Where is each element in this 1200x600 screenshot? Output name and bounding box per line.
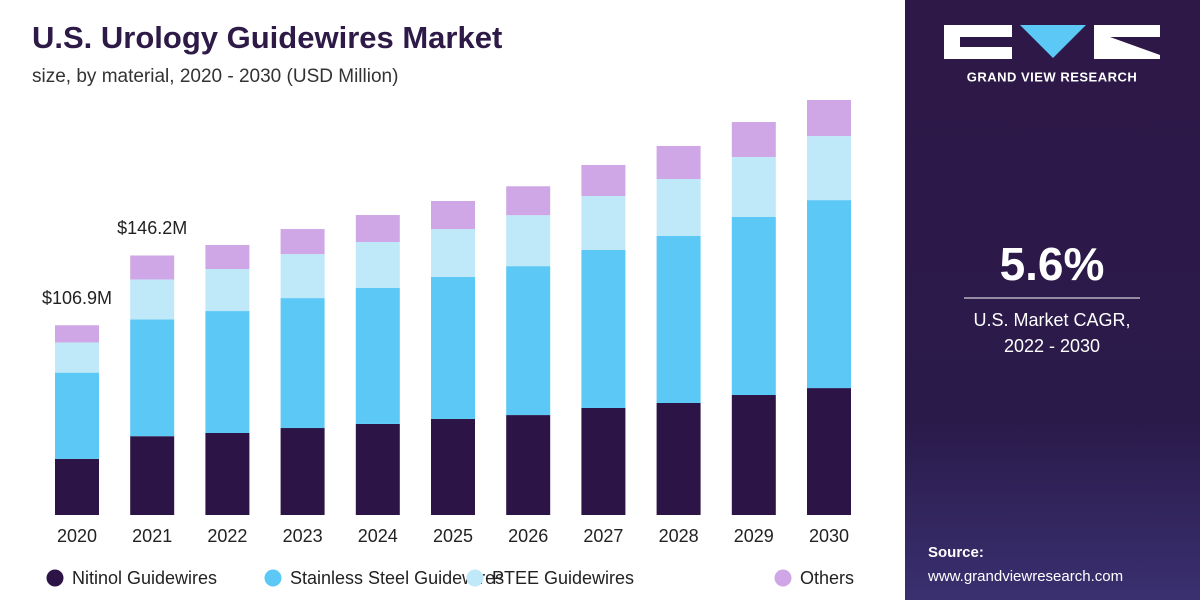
cagr-value: 5.6% [1000,238,1105,290]
bar-segment [130,279,175,320]
legend-label: Others [800,568,854,588]
bar-segment [431,200,475,230]
bar-segment [355,215,400,243]
legend-label: Nitinol Guidewires [72,568,217,588]
bar-segment [205,432,250,515]
x-tick-label: 2028 [659,526,699,546]
bar-segment [280,229,325,255]
bar-segment [581,407,626,515]
bar-segment [205,268,250,312]
bar-segment [280,298,325,429]
bar-segment [581,249,626,408]
chart-subtitle: size, by material, 2020 - 2030 (USD Mill… [32,66,398,87]
bar-segment [280,254,325,299]
bar-segment [506,186,551,216]
bar-segment [506,266,551,416]
bar-segment [656,402,701,515]
cagr-label: U.S. Market CAGR, [973,310,1130,330]
bar-segment [55,342,99,373]
chart-title: U.S. Urology Guidewires Market [32,20,502,55]
x-tick-label: 2020 [57,526,97,546]
bar-segment [55,325,99,343]
legend-swatch [264,569,282,587]
bar-segment [506,215,551,267]
bar-segment [807,100,851,137]
bar-segment [581,164,626,197]
logo-cut [960,37,1012,47]
source: www.grandviewresearch.com [927,568,1123,585]
x-tick-label: 2022 [207,526,247,546]
source-title: Source: [928,544,984,561]
total-label: $146.2M [117,218,187,238]
logo-triangle [1020,25,1086,58]
sidebar [905,0,1200,600]
cagr-label: 2022 - 2030 [1004,336,1100,356]
legend-swatch [46,569,64,587]
x-tick-label: 2023 [283,526,323,546]
plot: 2020 $106.9M 2021 $146.2M 2022 2023 2024 2025 20… [42,100,854,588]
bar-segment [355,423,400,515]
logo [944,25,1160,59]
total-label: $106.9M [42,288,112,308]
bar-segment [807,200,851,389]
legend-label: PTEE Guidewires [492,568,634,588]
bar-segment [431,276,475,419]
bar-segment [130,436,175,515]
x-tick-label: 2027 [583,526,623,546]
bar-segment [731,216,776,396]
x-tick-label: 2030 [809,526,849,546]
bar-segment [130,255,175,280]
bar-segment [656,178,701,236]
brand: GRAND VIEW RESEARCH [967,69,1138,84]
x-tick-label: 2029 [734,526,774,546]
x-tick-label: 2026 [508,526,548,546]
bar-segment [807,136,851,201]
bar-segment [130,319,175,437]
bar-segment [581,196,626,250]
bar-segment [280,428,325,515]
bar-segment [55,458,99,515]
bar-segment [355,287,400,424]
bar-segment [355,242,400,288]
logo-cut [1110,37,1160,55]
x-tick-label: 2025 [433,526,473,546]
bar-segment [431,229,475,277]
bar-segment [506,415,551,515]
bar-segment [431,418,475,515]
bar-segment [731,395,776,515]
bar-segment [807,388,851,515]
bar-segment [205,245,250,269]
legend-label: Stainless Steel Guidewires [290,568,504,588]
bar-segment [731,122,776,157]
bar-segment [656,235,701,403]
x-tick-label: 2021 [132,526,172,546]
legend-swatch [774,569,792,587]
bar-segment [656,145,701,179]
bar-segment [55,372,99,459]
legend-swatch [466,569,484,587]
x-tick-label: 2024 [358,526,398,546]
bar-segment [205,311,250,433]
bar-segment [731,156,776,217]
